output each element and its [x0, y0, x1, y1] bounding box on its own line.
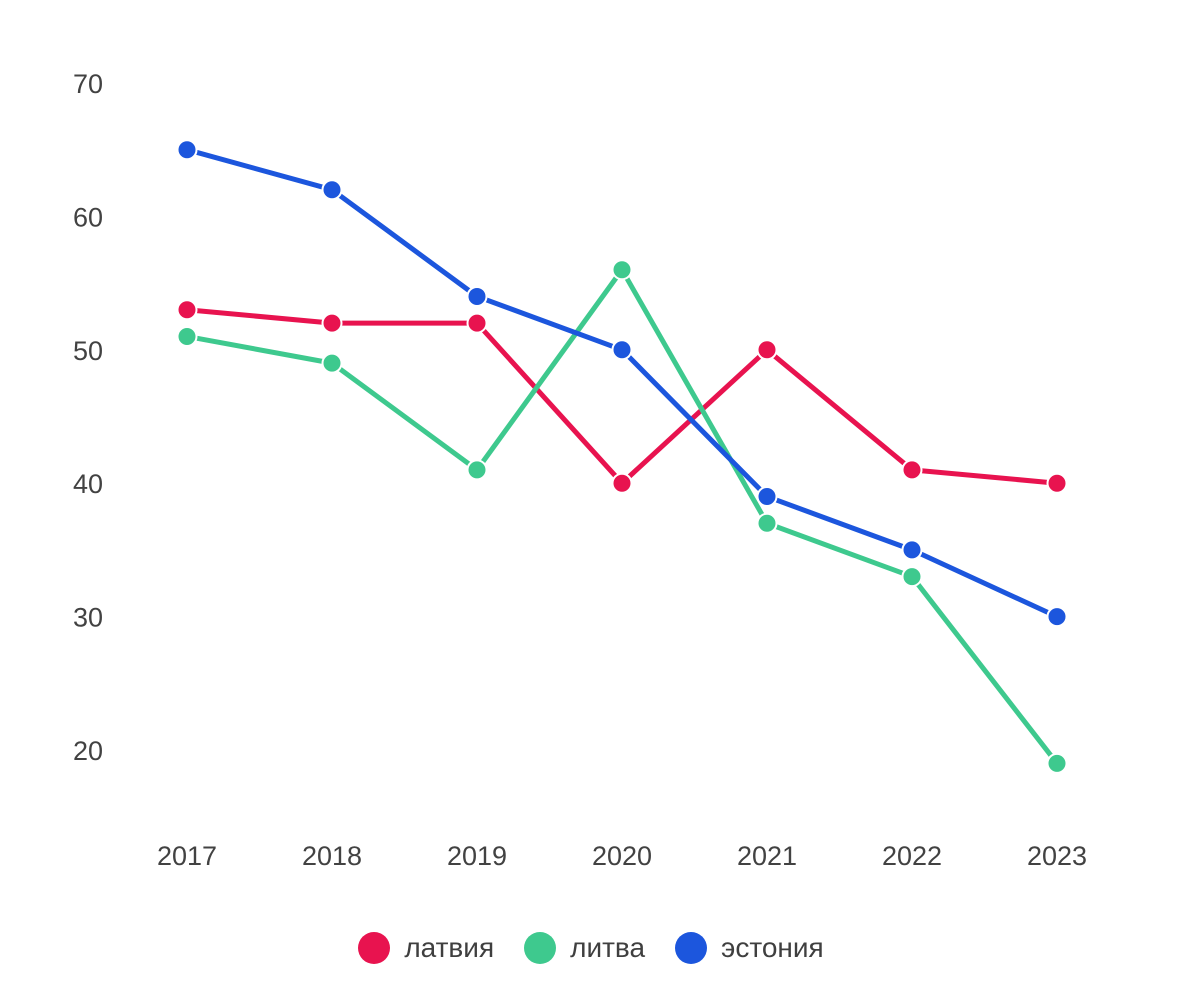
- y-tick-label-50: 50: [73, 336, 103, 366]
- y-tick-label-20: 20: [73, 736, 103, 766]
- series-1-point-2022[interactable]: [901, 566, 923, 588]
- series-0-point-2017[interactable]: [176, 299, 198, 321]
- series-line-0: [184, 307, 1060, 486]
- series-2-point-2018[interactable]: [321, 179, 343, 201]
- x-tick-label-2019: 2019: [447, 841, 507, 871]
- series-0-point-2019[interactable]: [466, 312, 488, 334]
- series-0-point-2023[interactable]: [1046, 472, 1068, 494]
- y-tick-label-30: 30: [73, 603, 103, 633]
- y-tick-label-40: 40: [73, 469, 103, 499]
- legend-label-estonia: эстония: [721, 932, 824, 963]
- series-2-point-2022[interactable]: [901, 539, 923, 561]
- y-tick-label-60: 60: [73, 202, 103, 232]
- series-2-point-2020[interactable]: [611, 339, 633, 361]
- y-tick-label-70: 70: [73, 69, 103, 99]
- series-0-point-2022[interactable]: [901, 459, 923, 481]
- legend-item-latvia[interactable]: латвия: [358, 932, 494, 964]
- series-1-point-2017[interactable]: [176, 325, 198, 347]
- series-2-point-2021[interactable]: [756, 486, 778, 508]
- series-1-point-2018[interactable]: [321, 352, 343, 374]
- series-0-point-2018[interactable]: [321, 312, 343, 334]
- series-1-point-2023[interactable]: [1046, 752, 1068, 774]
- legend-label-latvia: латвия: [404, 932, 495, 963]
- series-1-point-2021[interactable]: [756, 512, 778, 534]
- legend-marker-litva-icon: [524, 932, 557, 964]
- legend-item-litva[interactable]: литва: [524, 932, 645, 964]
- legend-marker-latvia-icon: [358, 932, 391, 964]
- series-line-2: [184, 147, 1060, 620]
- x-tick-label-2017: 2017: [157, 841, 217, 871]
- x-tick-label-2021: 2021: [737, 841, 797, 871]
- legend-marker-estonia-icon: [675, 932, 708, 964]
- x-tick-label-2020: 2020: [592, 841, 652, 871]
- legend: латвия литва эстония: [0, 932, 1182, 964]
- series-1-point-2019[interactable]: [466, 459, 488, 481]
- series-2-point-2023[interactable]: [1046, 606, 1068, 628]
- x-tick-label-2022: 2022: [882, 841, 942, 871]
- legend-item-estonia[interactable]: эстония: [675, 932, 824, 964]
- series-2-point-2017[interactable]: [176, 139, 198, 161]
- series-1-point-2020[interactable]: [611, 259, 633, 281]
- series-0-point-2021[interactable]: [756, 339, 778, 361]
- x-tick-label-2018: 2018: [302, 841, 362, 871]
- legend-label-litva: литва: [570, 932, 646, 963]
- series-0-point-2020[interactable]: [611, 472, 633, 494]
- series-2-point-2019[interactable]: [466, 285, 488, 307]
- x-tick-label-2023: 2023: [1027, 841, 1087, 871]
